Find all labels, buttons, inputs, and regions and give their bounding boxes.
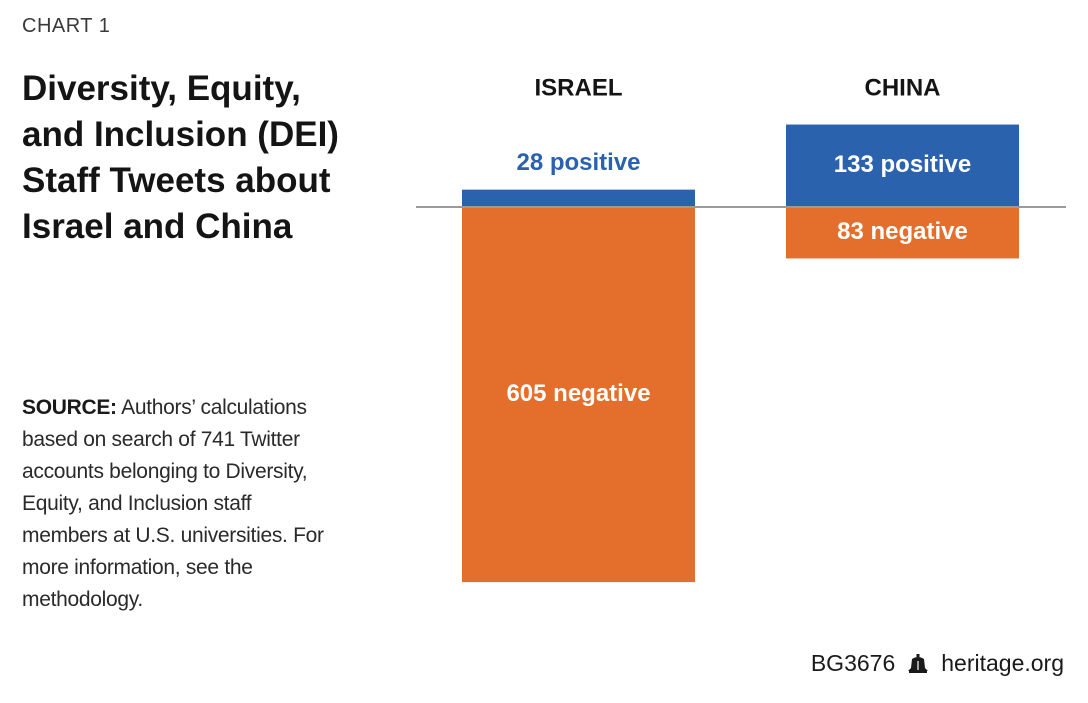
footer: BG3676 heritage.org [811, 650, 1064, 677]
bar-positive-israel [462, 189, 695, 207]
data-label-negative-china: 83 negative [837, 218, 968, 245]
category-label-israel: ISRAEL [534, 74, 622, 101]
bar-negative-israel [462, 207, 695, 583]
bar-positive-china [786, 124, 1019, 207]
chart-title: Diversity, Equity, and Inclusion (DEI) S… [22, 69, 339, 246]
report-code: BG3676 [810, 650, 896, 676]
liberty-bell-icon [908, 653, 929, 673]
source-text: Authors’ calculations based on search of… [22, 396, 324, 611]
chart-number-label: CHART 1 [22, 15, 111, 37]
bar-negative-china [786, 207, 1019, 259]
site-name: heritage.org [941, 650, 1064, 676]
data-label-negative-israel: 605 negative [506, 380, 650, 407]
category-label-china: CHINA [865, 74, 941, 101]
data-label-positive-israel: 28 positive [516, 149, 640, 176]
source-label: SOURCE: [22, 396, 117, 419]
data-label-positive-china: 133 positive [834, 151, 971, 178]
source-note: SOURCE: Authors’ calculations based on s… [22, 392, 332, 616]
